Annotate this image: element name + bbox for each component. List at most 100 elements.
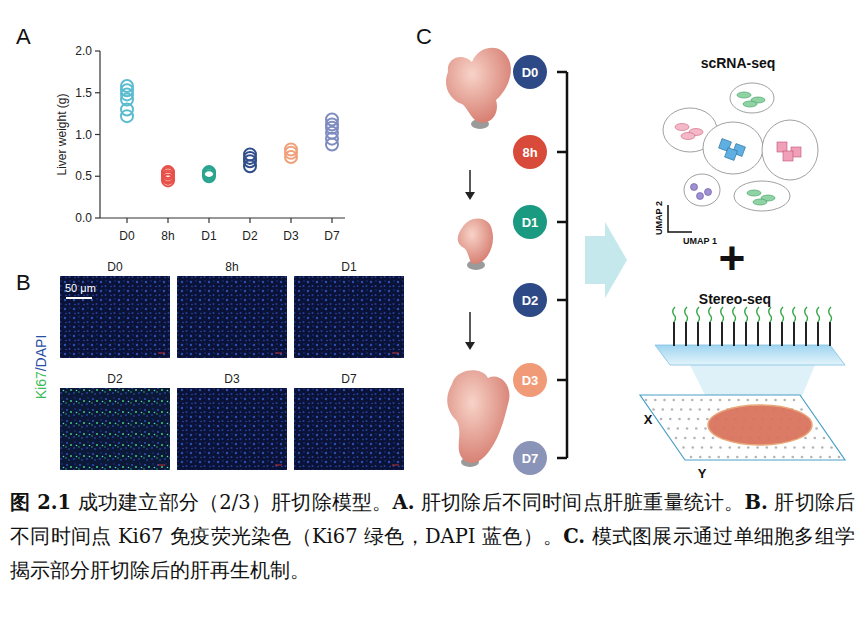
spot [819, 456, 822, 459]
spot [686, 427, 689, 430]
micrograph [177, 388, 287, 470]
spot [682, 446, 685, 449]
figure-canvas: A0.00.51.01.52.0Liver weight (g)D08hD1D2… [0, 0, 865, 490]
spot [687, 418, 690, 421]
caption-bold: C. [563, 525, 585, 548]
cluster [684, 174, 720, 206]
spot [728, 399, 731, 402]
spot [756, 446, 759, 449]
data-point [121, 80, 133, 92]
probe-tail [721, 307, 724, 322]
timeline-tick [557, 221, 567, 224]
probe [709, 322, 711, 346]
time-node [513, 55, 547, 89]
spot [708, 408, 711, 411]
probe [817, 322, 819, 346]
cell [675, 124, 689, 131]
time-node-label: D7 [522, 451, 539, 466]
spot [736, 456, 739, 459]
y-label-part: Ki67 [33, 371, 49, 399]
y-tick-label: 0.5 [75, 169, 92, 183]
scale-bar-label: 50 μm [65, 282, 96, 294]
spot [765, 446, 768, 449]
probe [781, 322, 783, 346]
spot [719, 446, 722, 449]
liver [447, 370, 509, 463]
spot [691, 399, 694, 402]
probe-tail [817, 307, 820, 322]
x-tick-label: D7 [324, 229, 340, 243]
x-tick [249, 218, 250, 223]
y-tick [95, 134, 100, 135]
cell [681, 133, 695, 140]
image-title: D2 [107, 372, 123, 386]
scrna-title: scRNA-seq [701, 55, 776, 71]
timeline-tick [557, 457, 567, 460]
cluster [734, 181, 790, 211]
caption-bold: A. [393, 491, 415, 514]
spot [802, 446, 805, 449]
y-tick [95, 217, 100, 218]
cell [697, 193, 704, 200]
probe-tail [829, 307, 832, 322]
data-point [326, 113, 338, 125]
umap-y-label: UMAP 2 [654, 201, 664, 235]
axis-y-label: Y [698, 466, 707, 481]
tissue-section [708, 405, 812, 445]
panel-label: B [16, 270, 31, 295]
liver [446, 48, 511, 123]
spot [708, 456, 711, 459]
figure-root: A0.00.51.01.52.0Liver weight (g)D08hD1D2… [0, 0, 865, 625]
arrow-shaft [469, 170, 471, 194]
time-node [513, 441, 547, 475]
y-tick-label: 2.0 [75, 44, 92, 58]
spot [773, 456, 776, 459]
arrow-head [465, 342, 475, 350]
spot [764, 456, 767, 459]
spot [660, 418, 663, 421]
corner-scale [392, 465, 399, 466]
spot [689, 408, 692, 411]
probe [769, 322, 771, 346]
spot [693, 437, 696, 440]
x-tick-label: D3 [283, 229, 299, 243]
probe-tail [793, 307, 796, 322]
x-tick-label: D2 [242, 229, 258, 243]
cell [747, 190, 761, 196]
x-tick [126, 218, 127, 223]
micrograph [294, 388, 404, 470]
probe-tail [745, 307, 748, 322]
data-point [285, 144, 297, 156]
probe [721, 322, 723, 346]
spot [698, 408, 701, 411]
umap-x-label: UMAP 1 [683, 236, 717, 246]
cluster [703, 122, 763, 174]
spot [702, 437, 705, 440]
caption-bold: 图 2.1 [10, 491, 71, 514]
panel-b: D050 μm8hD1D2D3D7Ki67/DAPI [33, 260, 404, 470]
x-tick [208, 218, 209, 223]
time-node [513, 135, 547, 169]
spot [700, 399, 703, 402]
x-tick-label: 8h [161, 229, 174, 243]
corner-scale [275, 465, 282, 466]
probe [685, 322, 687, 346]
spot [678, 418, 681, 421]
stereo-title: Stereo-seq [699, 291, 771, 307]
spot [793, 399, 796, 402]
spot [828, 456, 831, 459]
panel-label: C [416, 24, 432, 49]
timeline-tick [557, 379, 567, 382]
spot [717, 456, 720, 459]
spot [706, 418, 709, 421]
corner-scale [158, 465, 165, 466]
spot [645, 399, 648, 402]
spot [712, 437, 715, 440]
timeline-tick [557, 71, 567, 74]
y-label: Ki67/DAPI [33, 335, 49, 400]
spot [663, 399, 666, 402]
spot [738, 446, 741, 449]
spot [774, 399, 777, 402]
probe [805, 322, 807, 346]
spot [701, 446, 704, 449]
